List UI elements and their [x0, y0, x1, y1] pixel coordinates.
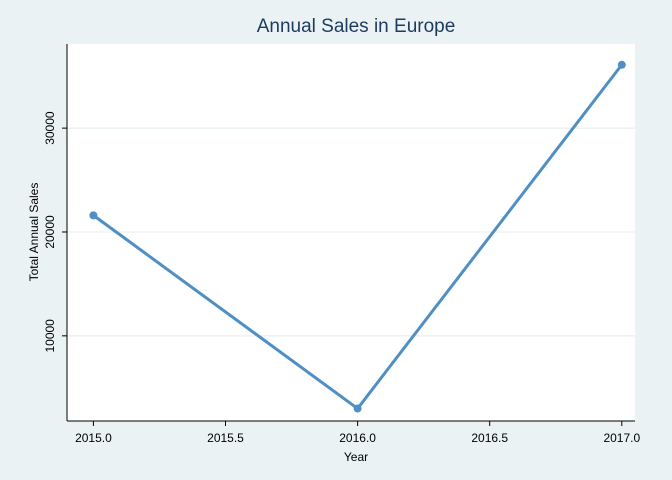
chart-title: Annual Sales in Europe: [257, 16, 456, 37]
y-ticks: 10000 20000 30000: [43, 111, 67, 353]
x-axis-label: Year: [344, 450, 368, 464]
x-tick-label: 2015.0: [75, 431, 112, 445]
plot-background: [67, 44, 635, 421]
x-ticks: 2015.0 2015.5 2016.0 2016.5 2017.0: [75, 421, 640, 445]
x-tick-label: 2016.5: [471, 431, 508, 445]
grid-lines: [67, 127, 635, 337]
data-point: [89, 211, 98, 220]
y-axis-label: Total Annual Sales: [27, 183, 41, 282]
x-tick-label: 2017.0: [603, 431, 640, 445]
y-tick-label: 20000: [43, 215, 57, 249]
data-point: [353, 404, 362, 413]
data-point: [617, 60, 626, 69]
y-tick-label: 30000: [43, 111, 57, 145]
series-layer: [89, 60, 626, 413]
y-tick-label: 10000: [43, 319, 57, 353]
x-tick-label: 2016.0: [339, 431, 376, 445]
x-tick-label: 2015.5: [207, 431, 244, 445]
